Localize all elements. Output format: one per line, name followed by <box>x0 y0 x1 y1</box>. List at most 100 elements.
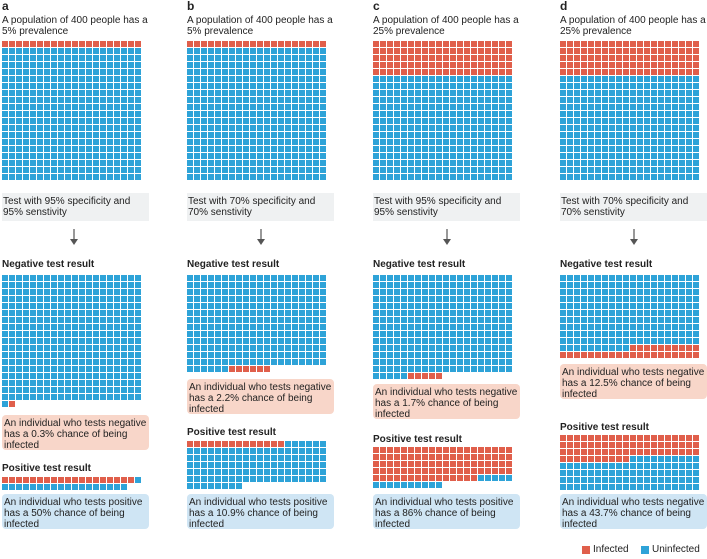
uninfected-person-cell <box>602 132 608 138</box>
uninfected-person-cell <box>306 55 312 61</box>
uninfected-person-cell <box>107 48 113 54</box>
uninfected-person-cell <box>686 83 692 89</box>
uninfected-person-cell <box>229 469 235 475</box>
uninfected-person-cell <box>679 97 685 103</box>
uninfected-person-cell <box>278 90 284 96</box>
uninfected-person-cell <box>2 90 8 96</box>
uninfected-person-cell <box>457 275 463 281</box>
uninfected-person-cell <box>79 104 85 110</box>
uninfected-person-cell <box>401 317 407 323</box>
uninfected-person-cell <box>23 380 29 386</box>
uninfected-person-cell <box>121 90 127 96</box>
uninfected-person-cell <box>44 275 50 281</box>
uninfected-person-cell <box>320 275 326 281</box>
uninfected-person-cell <box>693 132 699 138</box>
infected-person-cell <box>408 468 414 474</box>
uninfected-person-cell <box>644 139 650 145</box>
uninfected-person-cell <box>693 275 699 281</box>
uninfected-person-cell <box>588 160 594 166</box>
uninfected-person-cell <box>320 69 326 75</box>
uninfected-person-cell <box>107 118 113 124</box>
uninfected-person-cell <box>651 456 657 462</box>
uninfected-person-cell <box>665 97 671 103</box>
uninfected-person-cell <box>672 90 678 96</box>
uninfected-person-cell <box>30 289 36 295</box>
uninfected-person-cell <box>79 97 85 103</box>
uninfected-person-cell <box>686 456 692 462</box>
uninfected-person-cell <box>229 174 235 180</box>
infected-person-cell <box>215 41 221 47</box>
uninfected-person-cell <box>121 62 127 68</box>
uninfected-person-cell <box>387 139 393 145</box>
uninfected-person-cell <box>292 455 298 461</box>
uninfected-person-cell <box>588 338 594 344</box>
uninfected-person-cell <box>658 104 664 110</box>
uninfected-person-cell <box>2 275 8 281</box>
uninfected-person-cell <box>250 97 256 103</box>
uninfected-person-cell <box>257 104 263 110</box>
uninfected-person-cell <box>100 97 106 103</box>
uninfected-person-cell <box>394 296 400 302</box>
uninfected-person-cell <box>135 296 141 302</box>
uninfected-person-cell <box>320 345 326 351</box>
uninfected-person-cell <box>2 366 8 372</box>
uninfected-person-cell <box>23 90 29 96</box>
uninfected-person-cell <box>387 296 393 302</box>
uninfected-person-cell <box>693 139 699 145</box>
uninfected-person-cell <box>278 97 284 103</box>
uninfected-person-cell <box>373 275 379 281</box>
uninfected-person-cell <box>567 282 573 288</box>
uninfected-person-cell <box>16 289 22 295</box>
uninfected-person-cell <box>285 111 291 117</box>
uninfected-person-cell <box>229 125 235 131</box>
uninfected-person-cell <box>567 153 573 159</box>
uninfected-person-cell <box>595 174 601 180</box>
uninfected-person-cell <box>51 83 57 89</box>
infected-person-cell <box>623 48 629 54</box>
uninfected-person-cell <box>201 76 207 82</box>
uninfected-person-cell <box>560 324 566 330</box>
uninfected-person-cell <box>478 174 484 180</box>
infected-person-cell <box>2 41 8 47</box>
uninfected-person-cell <box>429 104 435 110</box>
uninfected-person-cell <box>236 62 242 68</box>
uninfected-person-cell <box>100 484 106 490</box>
positive-title: Positive test result <box>187 427 276 438</box>
uninfected-person-cell <box>114 275 120 281</box>
uninfected-person-cell <box>567 83 573 89</box>
uninfected-person-cell <box>201 83 207 89</box>
uninfected-person-cell <box>560 275 566 281</box>
uninfected-person-cell <box>72 394 78 400</box>
infected-person-cell <box>422 55 428 61</box>
uninfected-person-cell <box>560 470 566 476</box>
uninfected-person-cell <box>264 104 270 110</box>
panel-letter: a <box>2 0 9 13</box>
uninfected-person-cell <box>264 174 270 180</box>
infected-person-cell <box>658 48 664 54</box>
uninfected-person-cell <box>58 167 64 173</box>
infected-person-cell <box>588 48 594 54</box>
uninfected-person-cell <box>306 275 312 281</box>
uninfected-person-cell <box>429 153 435 159</box>
uninfected-person-cell <box>264 55 270 61</box>
uninfected-person-cell <box>2 296 8 302</box>
uninfected-person-cell <box>257 462 263 468</box>
uninfected-person-cell <box>623 174 629 180</box>
uninfected-person-cell <box>693 310 699 316</box>
uninfected-person-cell <box>107 282 113 288</box>
uninfected-person-cell <box>278 338 284 344</box>
infected-person-cell <box>567 69 573 75</box>
uninfected-person-cell <box>320 324 326 330</box>
uninfected-person-cell <box>208 448 214 454</box>
uninfected-person-cell <box>567 97 573 103</box>
uninfected-person-cell <box>581 477 587 483</box>
uninfected-person-cell <box>637 338 643 344</box>
infected-person-cell <box>602 352 608 358</box>
uninfected-person-cell <box>306 83 312 89</box>
uninfected-person-cell <box>194 48 200 54</box>
uninfected-person-cell <box>588 296 594 302</box>
uninfected-person-cell <box>236 476 242 482</box>
infected-person-cell <box>609 456 615 462</box>
uninfected-person-cell <box>658 456 664 462</box>
uninfected-person-cell <box>658 139 664 145</box>
